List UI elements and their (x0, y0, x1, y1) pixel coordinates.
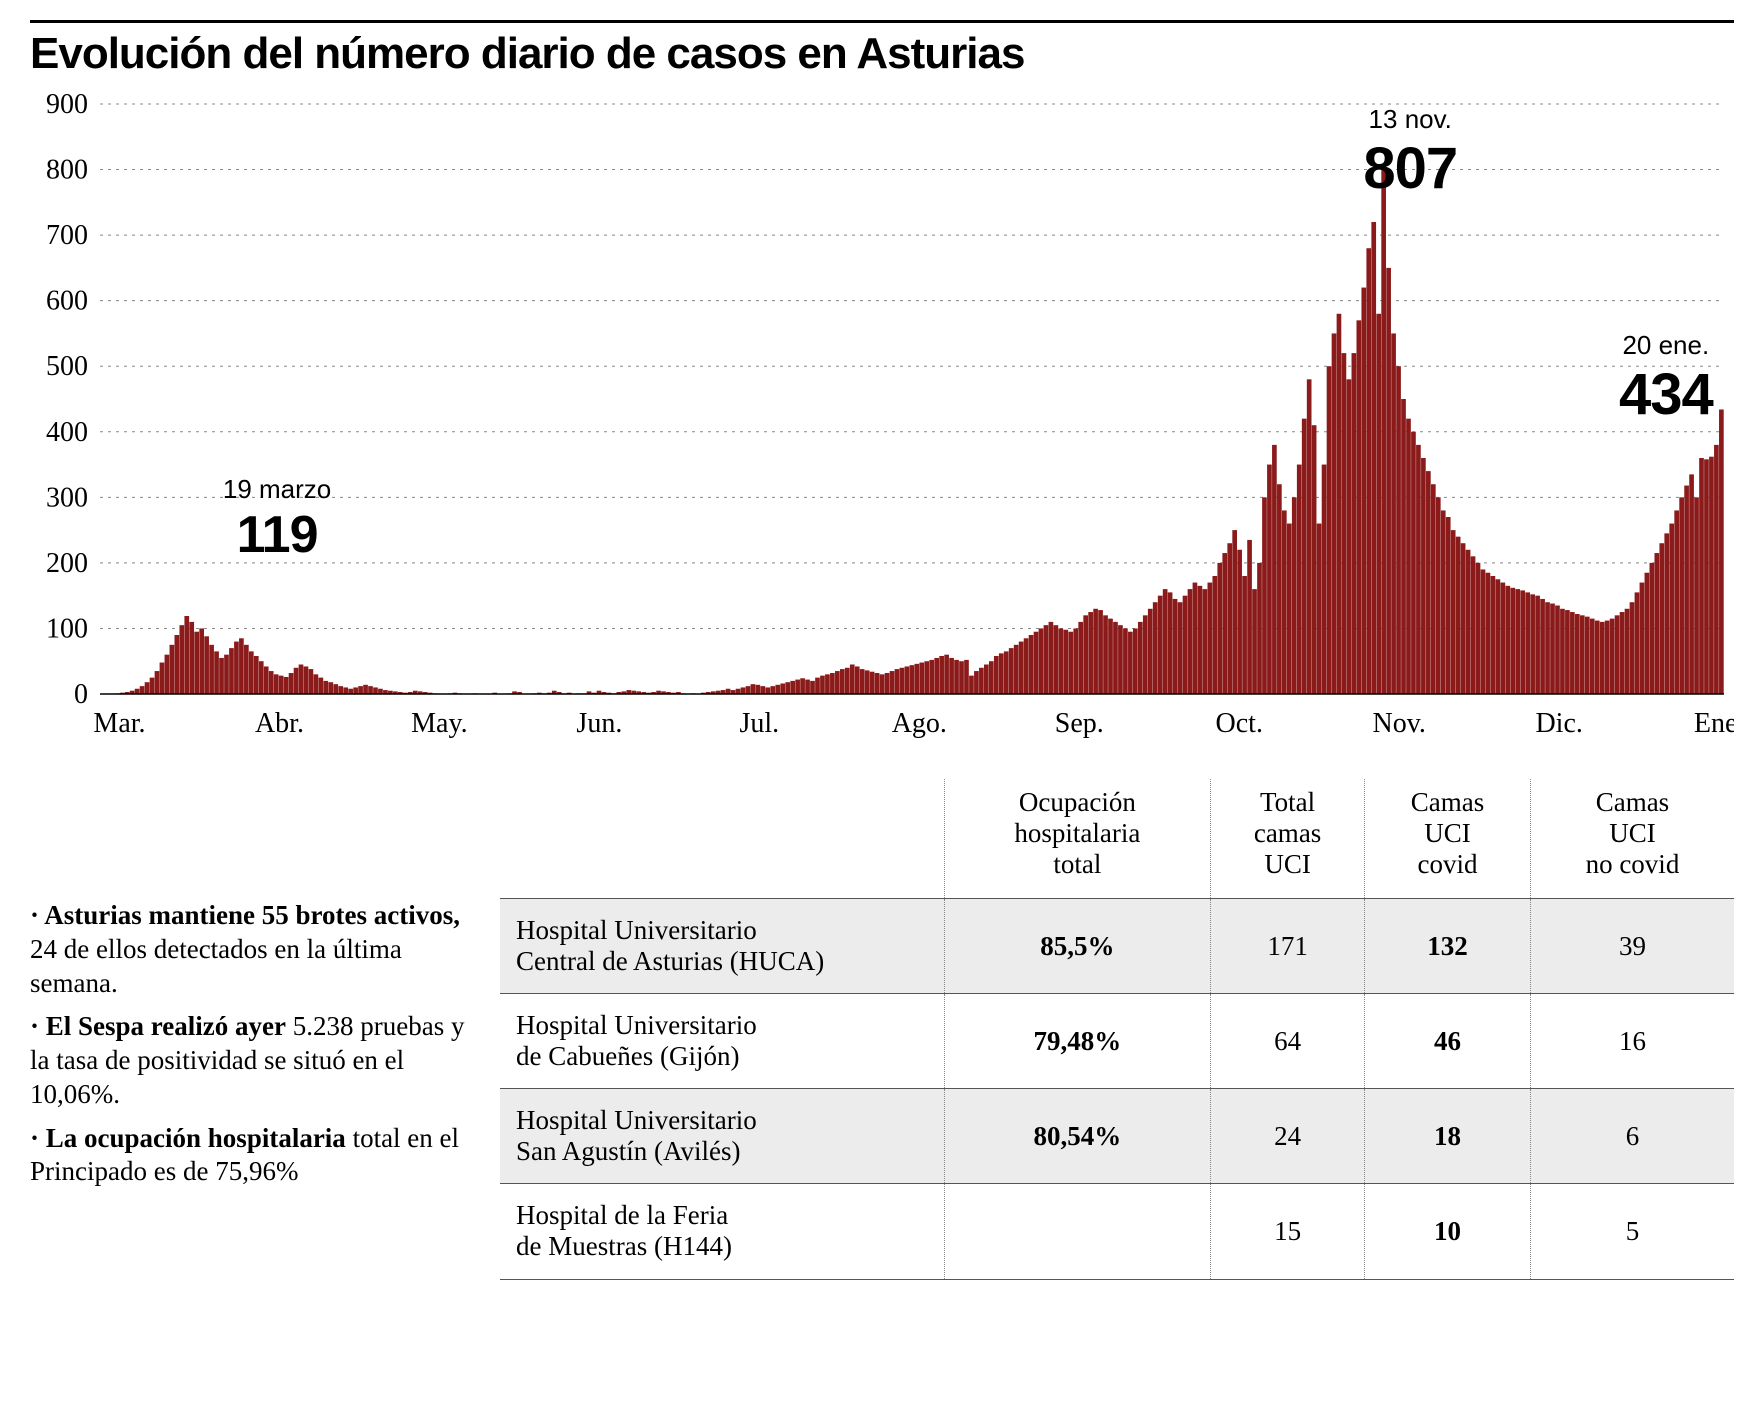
bullet-lead: La ocupación hospitalaria (46, 1123, 346, 1153)
svg-text:Sep.: Sep. (1055, 708, 1104, 739)
table-cell: 24 (1211, 1089, 1365, 1184)
bullet-item: · La ocupación hospitalaria total en el … (30, 1122, 470, 1190)
callout-date: 19 marzo (223, 474, 331, 505)
table-cell: 10 (1365, 1184, 1531, 1279)
callout-value: 807 (1363, 135, 1457, 202)
table-row: Hospital UniversitarioCentral de Asturia… (500, 899, 1734, 994)
table-row: Hospital de la Feriade Muestras (H144) 15… (500, 1184, 1734, 1279)
svg-text:100: 100 (46, 613, 88, 644)
table-cell: 15 (1211, 1184, 1365, 1279)
table-cell (944, 1184, 1210, 1279)
table-header (500, 779, 944, 899)
chart-callout: 20 ene.434 (1619, 330, 1713, 428)
table-cell: 18 (1365, 1089, 1531, 1184)
bullet-item: · Asturias mantiene 55 brotes activos, 2… (30, 899, 470, 1000)
hospital-table: OcupaciónhospitalariatotalTotalcamasUCIC… (500, 779, 1734, 1280)
svg-text:Oct.: Oct. (1216, 708, 1263, 739)
svg-text:May.: May. (411, 708, 468, 739)
svg-text:300: 300 (46, 482, 88, 513)
table-cell: 171 (1211, 899, 1365, 994)
table-header: Ocupaciónhospitalariatotal (944, 779, 1210, 899)
summary-bullets: · Asturias mantiene 55 brotes activos, 2… (30, 779, 470, 1280)
bullet-lead: El Sespa realizó ayer (46, 1011, 286, 1041)
bullet-rest: 24 de ellos detectados en la última sema… (30, 934, 402, 998)
svg-text:600: 600 (46, 286, 88, 317)
table-cell: 79,48% (944, 994, 1210, 1089)
table-cell: 46 (1365, 994, 1531, 1089)
callout-date: 20 ene. (1619, 330, 1713, 361)
table-cell: 80,54% (944, 1089, 1210, 1184)
table-header: CamasUCIno covid (1530, 779, 1734, 899)
table-row: Hospital UniversitarioSan Agustín (Avilé… (500, 1089, 1734, 1184)
table-cell: 16 (1530, 994, 1734, 1089)
table-cell: Hospital Universitariode Cabueñes (Gijón… (500, 994, 944, 1089)
callout-date: 13 nov. (1363, 104, 1457, 135)
svg-text:Dic.: Dic. (1535, 708, 1582, 739)
svg-text:400: 400 (46, 417, 88, 448)
table-cell: Hospital UniversitarioSan Agustín (Avilé… (500, 1089, 944, 1184)
svg-text:Ene.: Ene. (1694, 708, 1734, 739)
chart-callout: 13 nov.807 (1363, 104, 1457, 202)
table-cell: 85,5% (944, 899, 1210, 994)
bullet-item: · El Sespa realizó ayer 5.238 pruebas y … (30, 1010, 470, 1111)
callout-value: 434 (1619, 361, 1713, 428)
svg-text:Nov.: Nov. (1372, 708, 1425, 739)
callout-value: 119 (223, 505, 331, 565)
svg-text:700: 700 (46, 220, 88, 251)
table-row: Hospital Universitariode Cabueñes (Gijón… (500, 994, 1734, 1089)
svg-text:Jun.: Jun. (576, 708, 622, 739)
table-header: TotalcamasUCI (1211, 779, 1365, 899)
svg-text:800: 800 (46, 155, 88, 186)
table-cell: Hospital de la Feriade Muestras (H144) (500, 1184, 944, 1279)
table-header: CamasUCIcovid (1365, 779, 1531, 899)
chart-callout: 19 marzo119 (223, 474, 331, 565)
svg-text:900: 900 (46, 94, 88, 120)
table-cell: 39 (1530, 899, 1734, 994)
table-cell: 64 (1211, 994, 1365, 1089)
svg-text:Jul.: Jul. (740, 708, 780, 739)
svg-text:Mar.: Mar. (93, 708, 145, 739)
table-cell: 132 (1365, 899, 1531, 994)
table-cell: 6 (1530, 1089, 1734, 1184)
table-cell: 5 (1530, 1184, 1734, 1279)
cases-chart: 0 100 200 300 400 500 600 700 800 900 Mar. Abr. May.… (30, 94, 1734, 754)
page-title: Evolución del número diario de casos en … (30, 20, 1734, 79)
bullet-lead: Asturias mantiene 55 brotes activos, (44, 900, 460, 930)
svg-text:0: 0 (74, 679, 88, 710)
table-cell: Hospital UniversitarioCentral de Asturia… (500, 899, 944, 994)
chart-svg: 0 100 200 300 400 500 600 700 800 900 Mar. Abr. May.… (30, 94, 1734, 754)
svg-text:Ago.: Ago. (892, 708, 947, 739)
svg-text:500: 500 (46, 351, 88, 382)
svg-text:Abr.: Abr. (255, 708, 304, 739)
svg-text:200: 200 (46, 548, 88, 579)
